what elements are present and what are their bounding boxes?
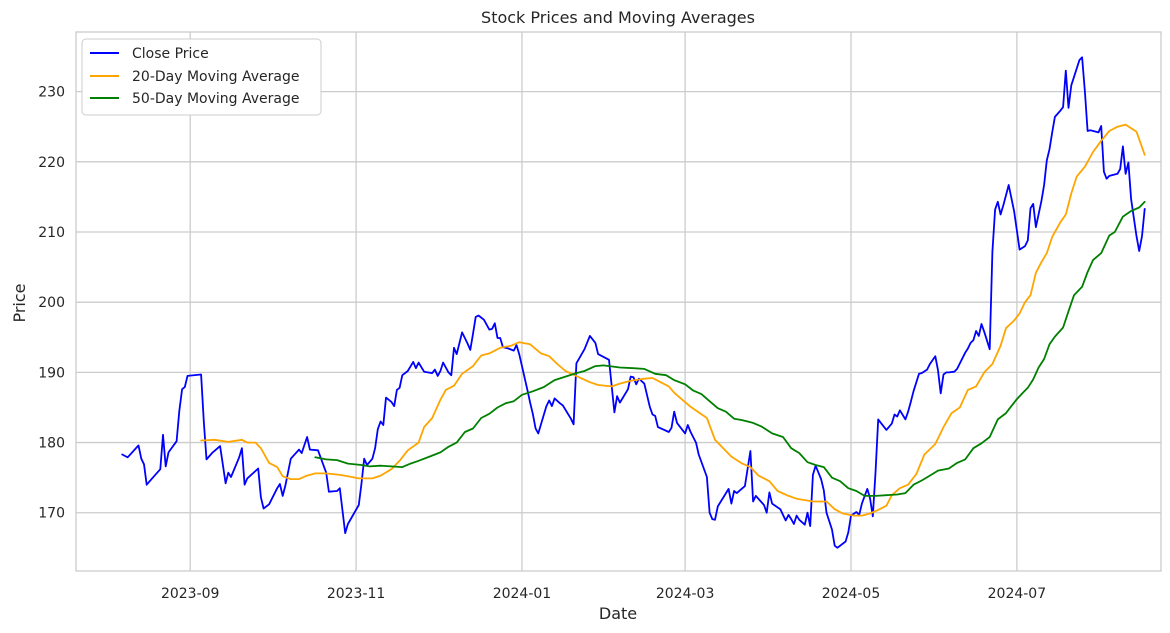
chart-title: Stock Prices and Moving Averages [481,8,755,27]
x-axis-ticks: 2023-09 2023-11 2024-01 2024-03 2024-05 2024-… [161,586,1046,602]
moving-average-20-day-line [200,123,1146,517]
x-tick-label: 2024-07 [988,586,1047,602]
y-axis-label: Price [10,283,29,322]
x-tick-label: 2023-09 [161,586,220,602]
plot-area [75,31,1162,572]
y-tick-label: 210 [38,225,65,241]
y-tick-label: 220 [38,155,65,171]
x-axis-label: Date [599,604,637,623]
y-tick-label: 180 [38,436,65,452]
x-tick-label: 2024-05 [822,586,881,602]
y-tick-label: 230 [38,85,65,101]
x-tick-label: 2023-11 [327,586,386,602]
legend-label-50-day-ma: 50-Day Moving Average [132,91,299,107]
legend: Close Price 20-Day Moving Average 50-Day… [81,38,322,116]
x-tick-label: 2024-03 [656,586,715,602]
legend-label-20-day-ma: 20-Day Moving Average [132,69,299,85]
y-tick-label: 170 [38,506,65,522]
y-axis-ticks: 170 180 190 200 210 220 230 [38,85,65,522]
legend-label-close-price: Close Price [132,46,209,62]
x-tick-label: 2024-01 [493,586,552,602]
y-tick-label: 200 [38,295,65,311]
y-tick-label: 190 [38,365,65,381]
close-price-line [121,56,1146,549]
legend-box [81,38,322,116]
series-layer [121,56,1146,549]
grid [76,32,1161,571]
moving-average-50-day-line [314,200,1146,497]
